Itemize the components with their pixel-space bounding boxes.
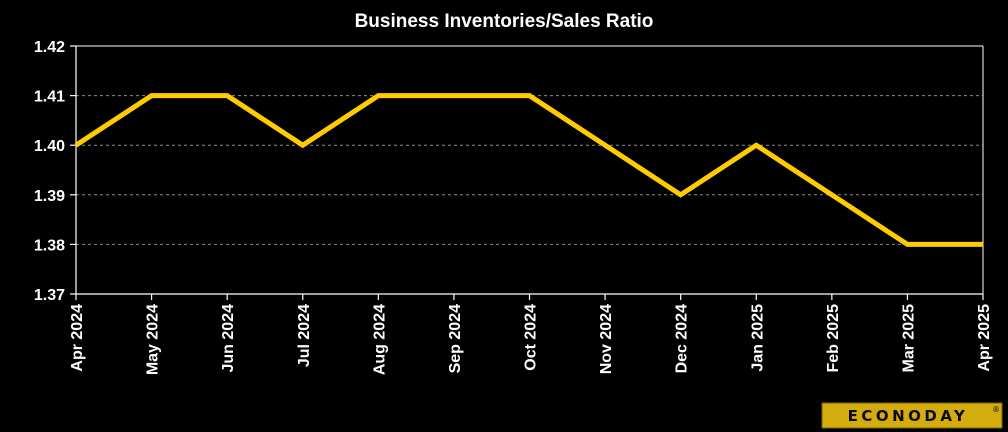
data-point [150,95,153,97]
data-series [74,93,984,247]
data-point [75,144,77,146]
y-axis-ticks: 1.37 1.38 1.39 1.40 1.41 1.42 [34,39,76,304]
registered-mark: ® [992,405,1000,414]
data-point [604,144,606,146]
x-tick-label: Aug 2024 [371,304,388,375]
y-tick-label: 1.40 [34,138,65,155]
y-tick-label: 1.37 [34,287,65,304]
x-tick-label: Jul 2024 [296,304,313,367]
x-axis-ticks: Apr 2024 May 2024 Jun 2024 Jul 2024 Aug 2024… [69,294,993,375]
plot-frame [75,45,984,295]
x-tick-label: Nov 2024 [598,304,615,374]
data-point [377,95,379,97]
series-line [74,93,983,247]
data-point [226,95,228,97]
x-tick-label: Sep 2024 [447,304,464,373]
x-tick-label: Feb 2025 [825,304,842,373]
y-tick-label: 1.38 [34,237,65,254]
econoday-logo: ECONODAY ® [821,402,1003,429]
x-tick-label: Jan 2025 [749,304,766,372]
data-point [906,243,909,245]
data-point [528,95,531,97]
y-tick-label: 1.41 [34,89,65,106]
grid-lines [76,95,983,245]
x-tick-label: Apr 2025 [976,304,993,372]
x-tick-label: Mar 2025 [900,304,917,373]
x-tick-label: Apr 2024 [69,304,86,372]
x-tick-label: May 2024 [145,304,162,375]
logo-badge [821,402,1003,429]
data-point [302,144,304,146]
chart-title: Business Inventories/Sales Ratio [355,11,654,32]
logo-text: ECONODAY [848,407,969,425]
x-tick-label: Jun 2024 [220,304,237,373]
x-tick-label: Oct 2024 [523,304,540,371]
y-tick-label: 1.42 [34,39,65,56]
y-tick-label: 1.39 [34,188,65,205]
data-point [453,95,455,97]
data-point [831,194,833,196]
x-tick-label: Dec 2024 [674,304,691,373]
data-point [680,194,682,196]
data-point [755,144,757,146]
data-point [982,243,984,245]
